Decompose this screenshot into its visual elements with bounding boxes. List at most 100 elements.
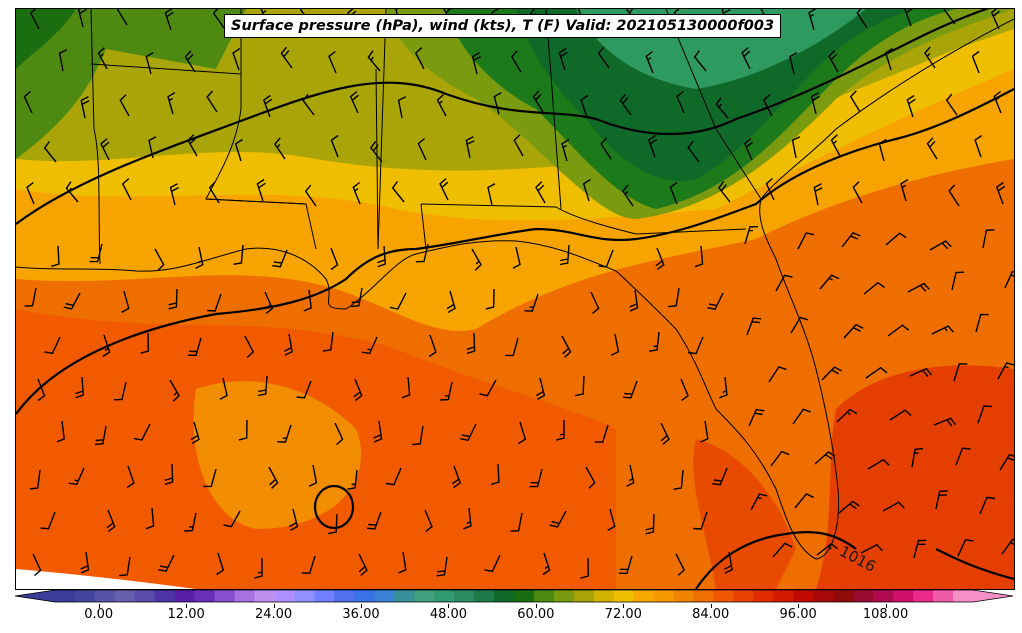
colorbar-swatch: [414, 590, 435, 602]
wind-barb: [234, 138, 243, 162]
wind-barb: [510, 50, 522, 73]
wind-barb: [280, 46, 293, 69]
wind-barb: [145, 51, 154, 75]
wind-barb: [428, 334, 437, 358]
wind-barb: [187, 134, 198, 157]
wind-barb: [618, 555, 633, 575]
wind-barb: [415, 243, 429, 263]
wind-barb: [744, 225, 759, 245]
wind-barb: [1001, 538, 1014, 555]
wind-barb: [719, 376, 728, 399]
wind-barb: [669, 181, 678, 205]
wind-barb: [529, 468, 543, 488]
wind-barb: [68, 467, 85, 486]
wind-barb: [121, 290, 130, 314]
temperature-colorbar: [14, 588, 1014, 603]
wind-barb: [982, 229, 995, 249]
colorbar-tick-mark: [798, 604, 800, 608]
wind-barb: [979, 496, 996, 515]
wind-barb: [660, 422, 670, 445]
wind-barb: [885, 232, 907, 246]
colorbar-tick-mark: [98, 604, 100, 608]
wind-barb: [479, 379, 497, 397]
colorbar-tick-label: 108.00: [862, 607, 909, 622]
wind-barb: [558, 47, 568, 71]
wind-barb: [268, 466, 279, 489]
wind-barb: [328, 513, 338, 535]
wind-barb: [164, 9, 174, 31]
wind-barb: [29, 469, 41, 490]
wind-barb: [797, 232, 815, 250]
wind-barb: [256, 178, 266, 202]
colorbar-swatch: [853, 590, 874, 602]
wind-barb: [424, 509, 433, 533]
colorbar-swatch: [334, 590, 355, 602]
wind-barb: [322, 331, 334, 352]
wind-barb: [385, 467, 402, 486]
wind-barb: [513, 134, 524, 157]
wind-barb: [790, 316, 809, 334]
weather-map: 1016: [15, 8, 1015, 590]
colorbar-swatch: [813, 590, 834, 602]
colorbar-tick-mark: [623, 604, 625, 608]
wind-barb: [542, 552, 551, 576]
wind-barb: [277, 424, 292, 443]
wind-barb: [647, 134, 658, 158]
wind-barb: [549, 510, 567, 528]
wind-barb: [208, 181, 220, 204]
wind-barb: [121, 178, 132, 201]
colorbar-swatch: [573, 590, 595, 602]
wind-barb: [594, 424, 609, 443]
colorbar-tick-label: 12.00: [167, 607, 205, 622]
wind-barb: [436, 94, 447, 117]
wind-barb: [398, 551, 407, 574]
wind-barb: [195, 246, 204, 269]
wind-barb: [487, 183, 496, 206]
wind-barb: [723, 551, 733, 574]
wind-barb: [849, 90, 861, 113]
colorbar-tick-label: 48.00: [429, 607, 468, 622]
colorbar-swatch: [833, 590, 854, 602]
colorbar-graphic: [14, 589, 1014, 603]
wind-barbs: [23, 9, 1014, 579]
wind-barb: [63, 292, 81, 310]
colorbar-swatch: [194, 590, 216, 602]
wind-barb: [187, 337, 202, 357]
wind-barb: [997, 362, 1014, 380]
wind-barb: [32, 553, 42, 577]
wind-barb: [232, 47, 241, 71]
wind-barb: [743, 137, 753, 161]
wind-barb: [485, 288, 495, 310]
wind-barb: [126, 465, 135, 489]
colorbar-swatch: [514, 590, 535, 602]
wind-barb: [1004, 270, 1014, 289]
wind-barb: [597, 46, 610, 69]
wind-barb: [140, 332, 150, 354]
wind-barb: [843, 323, 864, 339]
wind-barb: [94, 425, 107, 446]
wind-barb: [772, 542, 793, 558]
wind-barb: [133, 423, 151, 441]
colorbar-swatch: [633, 590, 655, 602]
wind-barb: [352, 181, 361, 205]
wind-barb: [693, 511, 708, 530]
colorbar-tick-mark: [710, 604, 712, 608]
wind-barb: [814, 451, 836, 465]
wind-barb: [863, 281, 885, 295]
wind-barb: [975, 313, 989, 333]
colorbar-swatch: [913, 590, 934, 602]
wind-barb: [955, 447, 971, 466]
wind-barb: [97, 47, 108, 70]
wind-barb: [65, 181, 79, 203]
wind-barb: [106, 509, 116, 533]
colorbar-tick-label: 36.00: [342, 607, 380, 622]
wind-barb: [44, 336, 61, 355]
wind-barb: [56, 420, 65, 443]
wind-barb: [119, 94, 130, 117]
wind-barb: [909, 367, 933, 377]
wind-barb: [600, 137, 612, 160]
wind-barb: [24, 287, 37, 307]
wind-barb: [911, 447, 924, 468]
wind-barb: [254, 558, 263, 579]
wind-barb: [828, 50, 839, 73]
